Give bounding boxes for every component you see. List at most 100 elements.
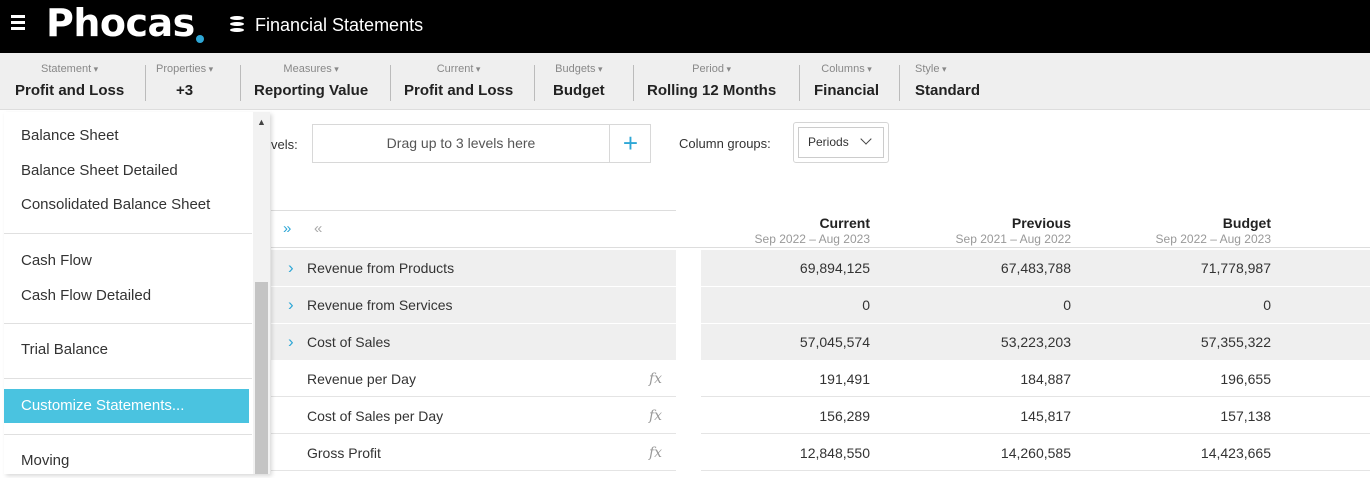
formula-icon[interactable]: fx (649, 408, 663, 424)
cell-current: 0 (862, 297, 870, 313)
table-row: 57,045,574 53,223,203 57,355,322 (701, 324, 1370, 360)
table-row: 191,491 184,887 196,655 (701, 361, 1370, 397)
style-caption: Style (915, 62, 980, 76)
table-row-label[interactable]: › Revenue from Products (271, 250, 676, 286)
chevron-right-icon[interactable]: › (288, 295, 294, 314)
menu-item-cash-flow[interactable]: Cash Flow (21, 252, 92, 269)
formula-icon[interactable]: fx (649, 371, 663, 387)
row-levels-dropzone[interactable]: Drag up to 3 levels here + (312, 124, 651, 163)
phocas-logo: Phocas (46, 1, 195, 45)
menu-divider (4, 233, 252, 234)
cell-current: 12,848,550 (799, 445, 870, 461)
scrollbar-thumb[interactable] (255, 282, 268, 474)
columns-selector[interactable]: Columns Financial (814, 62, 879, 100)
scroll-up-arrow-icon[interactable]: ▲ (257, 117, 266, 127)
current-caption: Current (404, 62, 513, 76)
measures-value: Reporting Value (254, 82, 369, 99)
table-row-label[interactable]: › Revenue from Services (271, 287, 676, 323)
cell-previous: 53,223,203 (1000, 334, 1071, 350)
toolbar-divider (534, 65, 535, 101)
toolbar-divider (145, 65, 146, 101)
budgets-selector[interactable]: Budgets Budget (553, 62, 605, 100)
chevron-right-icon[interactable]: › (288, 332, 294, 351)
column-title: Previous (1011, 215, 1071, 231)
menu-divider (4, 434, 252, 435)
table-row: 69,894,125 67,483,788 71,778,987 (701, 250, 1370, 286)
cell-budget: 0 (1263, 297, 1271, 313)
table-row-label[interactable]: › Cost of Sales (271, 324, 676, 360)
hamburger-menu-icon[interactable] (11, 15, 31, 35)
column-range: Sep 2022 – Aug 2023 (754, 232, 870, 246)
menu-item-balance-sheet[interactable]: Balance Sheet (21, 127, 119, 144)
cell-current: 57,045,574 (799, 334, 870, 350)
table-row: 156,289 145,817 157,138 (701, 398, 1370, 434)
cell-previous: 184,887 (1020, 371, 1071, 387)
menu-item-trial-balance[interactable]: Trial Balance (21, 341, 108, 358)
logo-dot (196, 35, 204, 43)
statement-selector[interactable]: Statement Profit and Loss (15, 62, 124, 100)
properties-caption: Properties (156, 62, 213, 76)
toolbar-divider (899, 65, 900, 101)
period-selector[interactable]: Period Rolling 12 Months (647, 62, 776, 100)
table-row-label[interactable]: Cost of Sales per Day fx (271, 398, 676, 434)
style-value: Standard (915, 82, 981, 99)
row-label: Cost of Sales (307, 334, 391, 350)
cell-budget: 14,423,665 (1200, 445, 1271, 461)
toolbar-divider (633, 65, 634, 101)
column-range: Sep 2021 – Aug 2022 (955, 232, 1071, 246)
measures-selector[interactable]: Measures Reporting Value (254, 62, 368, 100)
cell-previous: 14,260,585 (1000, 445, 1071, 461)
current-value: Profit and Loss (404, 82, 514, 99)
cell-budget: 71,778,987 (1200, 260, 1271, 276)
toolbar: Statement Profit and Loss Properties +3 … (0, 53, 1370, 110)
row-label: Gross Profit (307, 445, 381, 461)
collapse-all-icon[interactable]: « (314, 220, 323, 237)
current-selector[interactable]: Current Profit and Loss (404, 62, 513, 100)
column-range: Sep 2022 – Aug 2023 (1155, 232, 1271, 246)
menu-divider (4, 378, 252, 379)
row-label: Revenue from Services (307, 297, 453, 313)
header-divider (271, 210, 676, 211)
menu-item-consolidated-balance-sheet[interactable]: Consolidated Balance Sheet (21, 196, 211, 213)
top-bar: Phocas Financial Statements (0, 0, 1370, 53)
column-header-current[interactable]: Current Sep 2022 – Aug 2023 (720, 214, 870, 247)
expand-all-icon[interactable]: » (283, 220, 292, 237)
style-selector[interactable]: Style Standard (915, 62, 980, 100)
column-groups-value: Periods (798, 127, 884, 158)
menu-scrollbar[interactable]: ▲ (253, 112, 270, 474)
menu-item-customize-statements[interactable]: Customize Statements... (4, 389, 249, 423)
menu-item-moving[interactable]: Moving (21, 452, 70, 469)
properties-value: +3 (176, 82, 194, 99)
formula-icon[interactable]: fx (649, 445, 663, 461)
add-level-button[interactable]: + (622, 128, 639, 158)
properties-selector[interactable]: Properties +3 (156, 62, 213, 100)
database-icon (230, 16, 246, 34)
column-header-previous[interactable]: Previous Sep 2021 – Aug 2022 (921, 214, 1071, 247)
menu-item-balance-sheet-detailed[interactable]: Balance Sheet Detailed (21, 162, 178, 179)
cell-budget: 157,138 (1220, 408, 1271, 424)
table-row-label[interactable]: Gross Profit fx (271, 435, 676, 471)
chevron-right-icon[interactable]: › (288, 258, 294, 277)
row-label: Revenue from Products (307, 260, 455, 276)
row-label: Cost of Sales per Day (307, 408, 444, 424)
column-groups-select[interactable]: Periods (793, 122, 889, 163)
toolbar-divider (240, 65, 241, 101)
table-row: 12,848,550 14,260,585 14,423,665 (701, 435, 1370, 471)
statement-caption: Statement (15, 62, 124, 76)
cell-current: 191,491 (819, 371, 870, 387)
column-title: Budget (1222, 215, 1271, 231)
period-caption: Period (647, 62, 776, 76)
menu-item-cash-flow-detailed[interactable]: Cash Flow Detailed (21, 287, 152, 304)
column-header-budget[interactable]: Budget Sep 2022 – Aug 2023 (1121, 214, 1271, 247)
row-label: Revenue per Day (307, 371, 416, 387)
header-bottom-divider (271, 247, 1370, 248)
toolbar-divider (799, 65, 800, 101)
columns-value: Financial (814, 82, 880, 99)
cell-budget: 57,355,322 (1200, 334, 1271, 350)
cell-budget: 196,655 (1220, 371, 1271, 387)
column-groups-label: Column groups: (679, 136, 771, 151)
columns-caption: Columns (814, 62, 879, 76)
table-row-label[interactable]: Revenue per Day fx (271, 361, 676, 397)
cell-previous: 145,817 (1020, 408, 1071, 424)
cell-previous: 0 (1063, 297, 1071, 313)
